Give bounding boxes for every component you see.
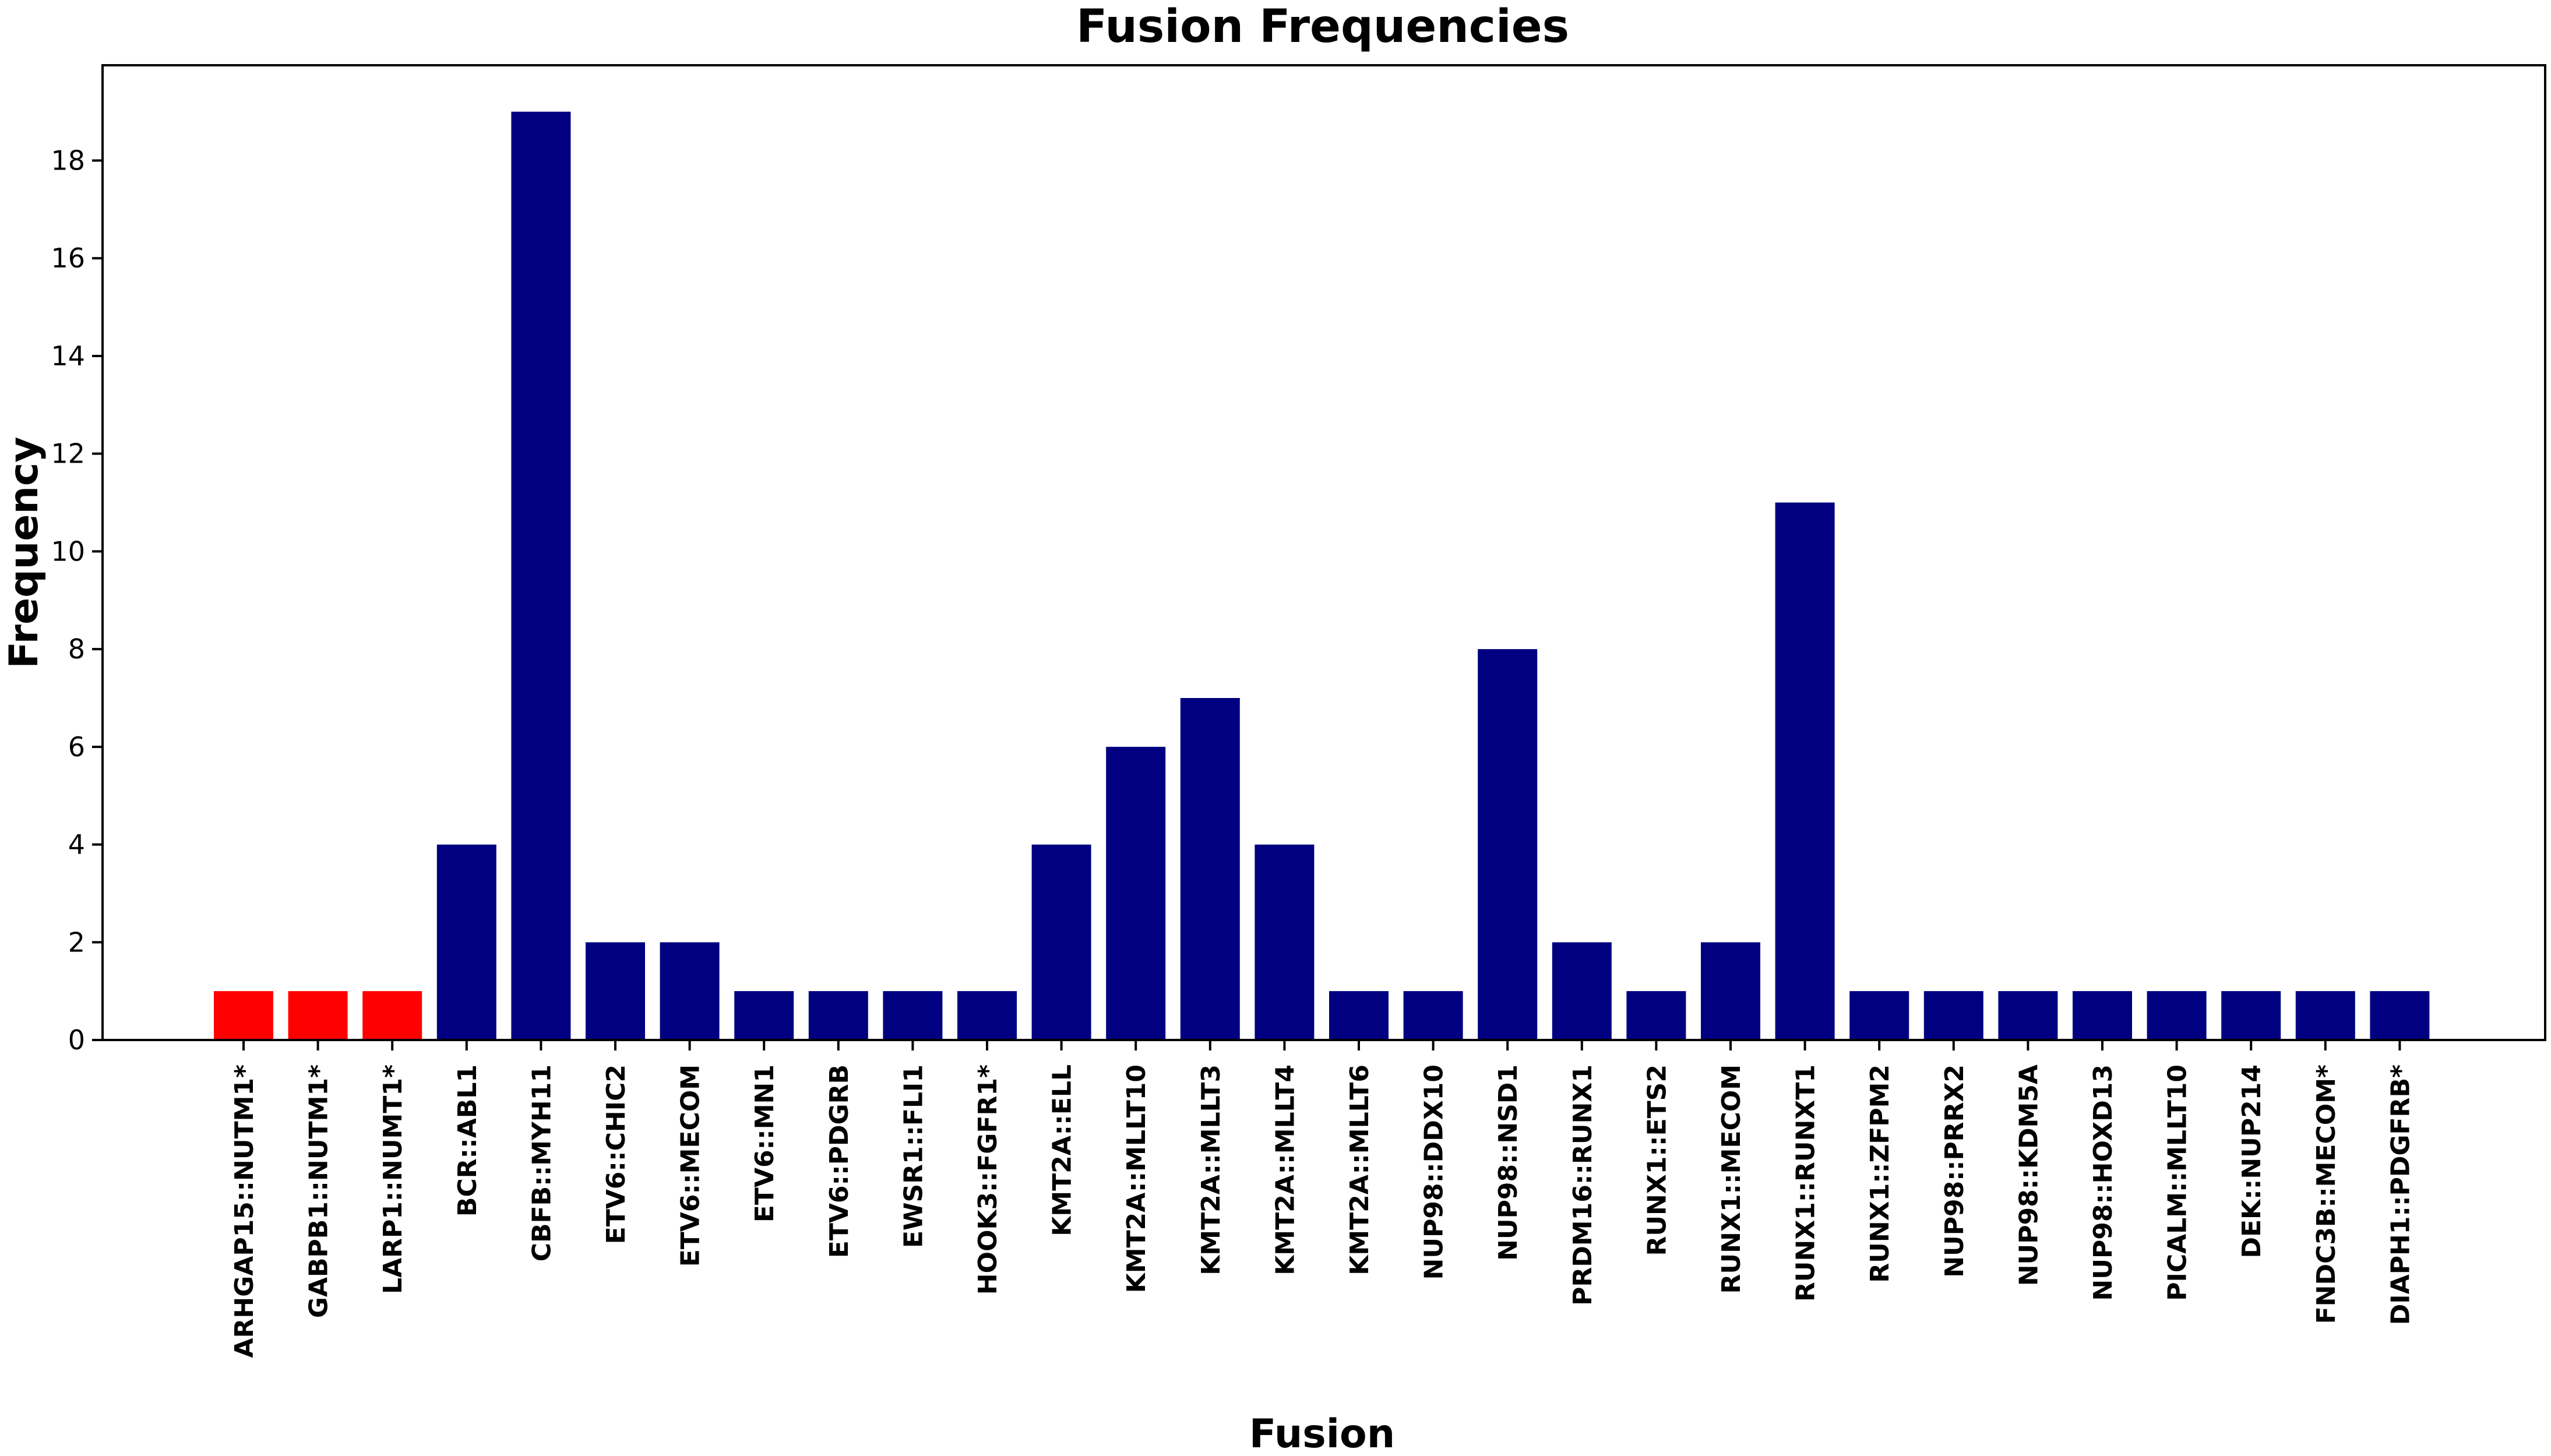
- x-tick-label: HOOK3::FGFR1*: [973, 1064, 1003, 1295]
- bar-kmt2a-ell: [1031, 844, 1091, 1040]
- bar-etv6-chic2: [586, 942, 645, 1040]
- bar-dek-nup214: [2221, 991, 2281, 1040]
- x-tick-label: KMT2A::MLLT6: [1345, 1064, 1375, 1275]
- x-tick-label: NUP98::PRRX2: [1940, 1064, 1969, 1278]
- bar-kmt2a-mllt6: [1329, 991, 1389, 1040]
- bar-nup98-ddx10: [1403, 991, 1463, 1040]
- bar-ewsr1-fli1: [883, 991, 943, 1040]
- x-tick-label: RUNX1::MECOM: [1717, 1064, 1746, 1294]
- bar-cbfb-myh11: [511, 111, 571, 1041]
- bar-bcr-abl1: [436, 844, 496, 1040]
- x-tick-label: GABPB1::NUTM1*: [304, 1064, 334, 1318]
- y-tick-label: 4: [68, 829, 85, 861]
- bar-runx1-zfpm2: [1849, 991, 1909, 1040]
- bar-etv6-pdgrb: [808, 991, 868, 1040]
- x-tick-label: EWSR1::FLI1: [899, 1064, 928, 1248]
- bar-nup98-kdm5a: [1998, 991, 2058, 1040]
- x-axis: ARHGAP15::NUTM1* GABPB1::NUTM1* LARP1::NUM…: [230, 1040, 2415, 1358]
- bar-runx1-mecom: [1701, 942, 1760, 1040]
- x-tick-label: RUNX1::ZFPM2: [1865, 1064, 1895, 1283]
- bar-runx1-runxt1: [1775, 502, 1835, 1040]
- bar-etv6-mecom: [660, 942, 720, 1040]
- x-tick-label: ETV6::MN1: [750, 1064, 780, 1222]
- y-tick-label: 16: [51, 242, 85, 274]
- x-tick-label: NUP98::HOXD13: [2088, 1064, 2118, 1301]
- x-tick-label: BCR::ABL1: [453, 1064, 482, 1217]
- x-tick-label: RUNX1::ETS2: [1642, 1064, 1672, 1256]
- y-tick-label: 8: [68, 633, 85, 665]
- bar-picalm-mllt10: [2147, 991, 2207, 1040]
- x-tick-label: ETV6::CHIC2: [601, 1064, 631, 1244]
- y-tick-label: 18: [51, 145, 85, 177]
- bar-gabpb1-nutm1: [288, 991, 348, 1040]
- bar-hook3-fgfr1: [957, 991, 1017, 1040]
- bar-prdm16-runx1: [1552, 942, 1612, 1040]
- x-tick-label: PRDM16::RUNX1: [1568, 1064, 1598, 1306]
- bar-arhgap15-nutm1: [214, 991, 273, 1040]
- y-tick-label: 2: [68, 926, 85, 958]
- x-tick-label: NUP98::KDM5A: [2014, 1064, 2043, 1286]
- y-axis-label: Frequency: [1, 436, 47, 668]
- bar-nup98-prrx2: [1923, 991, 1983, 1040]
- bar-diaph1-pdgfrb: [2370, 991, 2430, 1040]
- x-tick-label: NUP98::DDX10: [1419, 1064, 1449, 1279]
- x-tick-label: KMT2A::MLLT10: [1122, 1064, 1151, 1293]
- x-tick-label: DEK::NUP214: [2237, 1064, 2267, 1258]
- bar-kmt2a-mllt10: [1106, 746, 1166, 1040]
- bars-layer: [214, 111, 2430, 1041]
- x-tick-label: KMT2A::MLLT4: [1270, 1064, 1300, 1275]
- plot-area-frame: [101, 64, 2546, 1041]
- chart-title: Fusion Frequencies: [1076, 1, 1569, 53]
- x-tick-label: CBFB::MYH11: [527, 1064, 556, 1261]
- x-tick-label: DIAPH1::PDGFRB*: [2386, 1064, 2415, 1325]
- x-tick-label: FNDC3B::MECOM*: [2312, 1064, 2341, 1324]
- x-tick-label: NUP98::NSD1: [1493, 1064, 1523, 1261]
- y-axis: 0 2 4 6 8 10 12 14 16 18: [51, 145, 103, 1056]
- x-tick-label: ETV6::PDGRB: [825, 1064, 854, 1258]
- y-tick-label: 0: [68, 1024, 85, 1056]
- bar-runx1-ets2: [1626, 991, 1686, 1040]
- x-tick-label: PICALM::MLLT10: [2163, 1064, 2193, 1301]
- x-tick-label: ARHGAP15::NUTM1*: [230, 1064, 259, 1358]
- y-tick-label: 12: [51, 438, 85, 470]
- bar-fndc3b-mecom: [2295, 991, 2355, 1040]
- x-tick-label: ETV6::MECOM: [676, 1064, 706, 1267]
- x-axis-label: Fusion: [1249, 1411, 1395, 1456]
- bar-nup98-hoxd13: [2073, 991, 2132, 1040]
- x-tick-label: KMT2A::MLLT3: [1196, 1064, 1226, 1275]
- bar-etv6-mn1: [734, 991, 794, 1040]
- y-tick-label: 6: [68, 731, 85, 763]
- x-tick-label: LARP1::NUMT1*: [378, 1064, 408, 1294]
- x-tick-label: KMT2A::ELL: [1048, 1064, 1077, 1236]
- bar-kmt2a-mllt4: [1255, 844, 1315, 1040]
- bar-nup98-nsd1: [1478, 649, 1538, 1040]
- bar-kmt2a-mllt3: [1180, 698, 1240, 1040]
- y-tick-label: 14: [51, 340, 85, 372]
- x-tick-label: RUNX1::RUNXT1: [1791, 1064, 1821, 1302]
- y-tick-label: 10: [51, 535, 85, 567]
- bar-larp1-numt1: [362, 991, 422, 1040]
